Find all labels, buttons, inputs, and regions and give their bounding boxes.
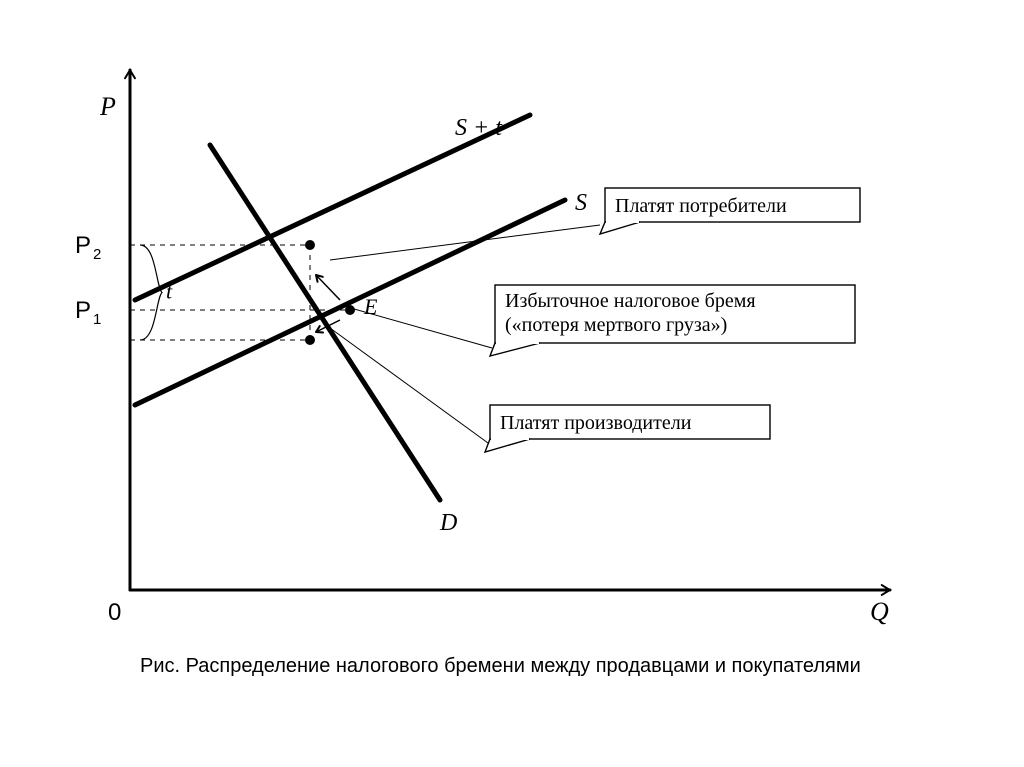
callout-deadweight-text-1: («потеря мертвого груза») xyxy=(505,314,727,336)
supply-label: S xyxy=(575,190,587,216)
p2-label-sub: 2 xyxy=(93,246,101,263)
demand-label: D xyxy=(439,510,457,536)
callout-producers-text: Платят производители xyxy=(500,412,692,434)
point-bot xyxy=(305,335,315,345)
diagram-stage: PQ0S + tSDP2P1tEПлатят потребителиИзбыто… xyxy=(0,0,1024,767)
supply-tax-label: S + t xyxy=(455,115,503,141)
callout-deadweight-text-0: Избыточное налоговое бремя xyxy=(505,290,756,312)
callout-deadweight-tail xyxy=(490,343,540,356)
callout-producers-leader xyxy=(330,328,488,443)
x-axis-label: Q xyxy=(870,597,889,626)
diagram-svg: PQ0S + tSDP2P1tEПлатят потребителиИзбыто… xyxy=(0,0,1024,767)
callout-consumers-text: Платят потребители xyxy=(615,195,787,217)
p1-label: P xyxy=(75,297,91,324)
figure-caption: Рис. Распределение налогового бремени ме… xyxy=(140,655,861,678)
callout-consumers-tail xyxy=(600,222,640,234)
demand-curve xyxy=(210,145,440,500)
callout-consumers-leader xyxy=(330,225,600,260)
callout-producers-tail xyxy=(485,439,530,452)
callout-deadweight-leader xyxy=(340,305,492,348)
p1-label-sub: 1 xyxy=(93,311,101,328)
origin-label: 0 xyxy=(108,599,121,626)
p2-label: P xyxy=(75,232,91,259)
point-top xyxy=(305,240,315,250)
supply_tax-curve xyxy=(135,115,530,300)
t-label: t xyxy=(166,279,173,304)
y-axis-label: P xyxy=(99,92,116,121)
